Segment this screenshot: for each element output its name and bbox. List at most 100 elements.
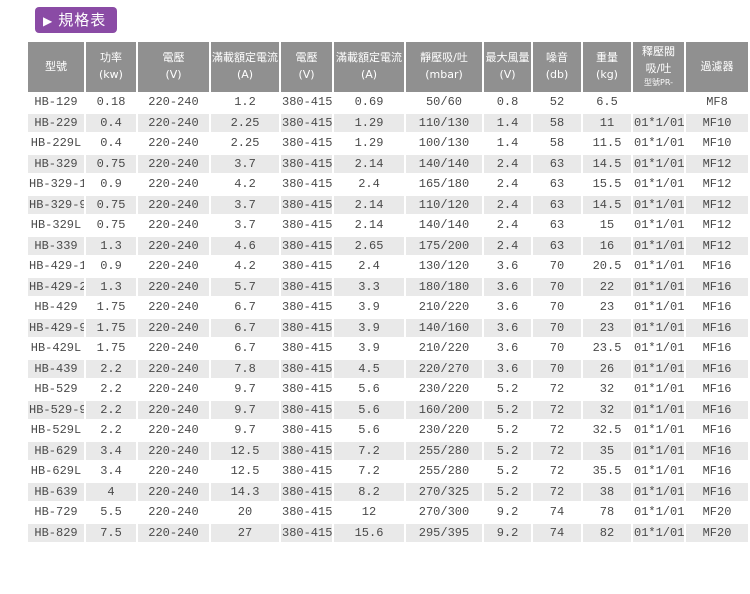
cell-voltage-1: 220-240 <box>137 440 211 462</box>
cell-relief-valve: 01*1/01*1 <box>632 481 686 503</box>
cell-voltage-1: 220-240 <box>137 338 211 360</box>
cell-rated-current-2: 5.6 <box>333 379 406 401</box>
cell-static-pressure: 110/120 <box>405 194 484 216</box>
cell-model: HB-229 <box>28 112 86 134</box>
cell-static-pressure: 210/220 <box>405 338 484 360</box>
cell-model: HB-629 <box>28 440 86 462</box>
cell-max-airflow: 2.4 <box>483 215 533 237</box>
cell-weight: 22 <box>582 276 633 298</box>
cell-static-pressure: 270/325 <box>405 481 484 503</box>
play-triangle-icon: ▶ <box>43 13 54 28</box>
cell-voltage-1: 220-240 <box>137 297 211 319</box>
cell-weight: 16 <box>582 235 633 257</box>
cell-rated-current-1: 9.7 <box>210 420 281 442</box>
cell-voltage-2: 380-415 <box>280 194 334 216</box>
cell-weight: 78 <box>582 502 633 524</box>
cell-voltage-2: 380-415 <box>280 522 334 544</box>
column-header-relief-valve: 釋壓閥 吸/吐 型號PR- <box>632 42 686 92</box>
cell-noise: 70 <box>532 276 583 298</box>
cell-power: 7.5 <box>85 522 138 544</box>
cell-model: HB-429 <box>28 297 86 319</box>
cell-power: 0.75 <box>85 215 138 237</box>
cell-power: 0.18 <box>85 92 138 114</box>
cell-relief-valve: 01*1/01*1 <box>632 440 686 462</box>
section-title: 規格表 <box>58 11 107 29</box>
cell-static-pressure: 295/395 <box>405 522 484 544</box>
cell-filter: MF16 <box>685 440 748 462</box>
cell-voltage-1: 220-240 <box>137 215 211 237</box>
cell-relief-valve: 01*1/01*1 <box>632 133 686 155</box>
cell-power: 5.5 <box>85 502 138 524</box>
cell-noise: 70 <box>532 358 583 380</box>
cell-voltage-2: 380-415 <box>280 502 334 524</box>
cell-max-airflow: 9.2 <box>483 522 533 544</box>
cell-model: HB-429-9 <box>28 317 86 339</box>
cell-max-airflow: 5.2 <box>483 420 533 442</box>
column-header-static-pressure: 靜壓吸/吐 (mbar) <box>405 42 484 92</box>
cell-model: HB-229L <box>28 133 86 155</box>
cell-static-pressure: 220/270 <box>405 358 484 380</box>
cell-filter: MF20 <box>685 522 748 544</box>
cell-power: 0.9 <box>85 174 138 196</box>
cell-static-pressure: 160/200 <box>405 399 484 421</box>
table-row: HB-429L 1.75 220-240 6.7 380-415 3.9 210/220 3.… <box>28 338 748 360</box>
cell-rated-current-2: 2.4 <box>333 174 406 196</box>
table-row: HB-129 0.18 220-240 1.2 380-415 0.69 50/60 0.8 5… <box>28 92 748 114</box>
cell-voltage-2: 380-415 <box>280 215 334 237</box>
cell-voltage-1: 220-240 <box>137 153 211 175</box>
cell-power: 2.2 <box>85 379 138 401</box>
cell-weight: 32 <box>582 399 633 421</box>
cell-rated-current-1: 4.2 <box>210 256 281 278</box>
cell-power: 0.75 <box>85 153 138 175</box>
cell-power: 4 <box>85 481 138 503</box>
cell-model: HB-329-9 <box>28 194 86 216</box>
cell-power: 2.2 <box>85 358 138 380</box>
cell-voltage-2: 380-415 <box>280 440 334 462</box>
cell-noise: 74 <box>532 522 583 544</box>
cell-rated-current-2: 2.14 <box>333 215 406 237</box>
table-row: HB-439 2.2 220-240 7.8 380-415 4.5 220/270 3.6 7… <box>28 358 748 380</box>
cell-rated-current-1: 20 <box>210 502 281 524</box>
cell-filter: MF20 <box>685 502 748 524</box>
cell-rated-current-2: 12 <box>333 502 406 524</box>
cell-noise: 58 <box>532 112 583 134</box>
cell-power: 1.3 <box>85 235 138 257</box>
cell-rated-current-2: 3.9 <box>333 338 406 360</box>
cell-relief-valve: 01*1/01*1 <box>632 112 686 134</box>
cell-rated-current-1: 3.7 <box>210 153 281 175</box>
cell-relief-valve: 01*1/01*1 <box>632 399 686 421</box>
cell-max-airflow: 5.2 <box>483 379 533 401</box>
cell-relief-valve: 01*1/01*1 <box>632 502 686 524</box>
cell-rated-current-2: 0.69 <box>333 92 406 114</box>
cell-voltage-1: 220-240 <box>137 502 211 524</box>
cell-static-pressure: 255/280 <box>405 461 484 483</box>
column-header-voltage-2: 電壓 (V) <box>280 42 334 92</box>
cell-voltage-2: 380-415 <box>280 133 334 155</box>
cell-noise: 72 <box>532 379 583 401</box>
cell-weight: 15.5 <box>582 174 633 196</box>
cell-voltage-1: 220-240 <box>137 235 211 257</box>
column-header-noise: 噪音 (db) <box>532 42 583 92</box>
cell-max-airflow: 9.2 <box>483 502 533 524</box>
cell-relief-valve: 01*1/01*1 <box>632 461 686 483</box>
cell-filter: MF12 <box>685 153 748 175</box>
cell-voltage-2: 380-415 <box>280 399 334 421</box>
cell-model: HB-639 <box>28 481 86 503</box>
cell-max-airflow: 2.4 <box>483 153 533 175</box>
cell-max-airflow: 1.4 <box>483 133 533 155</box>
cell-relief-valve: 01*1/01*1 <box>632 379 686 401</box>
cell-rated-current-2: 2.65 <box>333 235 406 257</box>
column-header-model: 型號 <box>28 42 86 92</box>
cell-rated-current-2: 1.29 <box>333 112 406 134</box>
cell-relief-valve: 01*1/01*1 <box>632 276 686 298</box>
cell-filter: MF12 <box>685 235 748 257</box>
cell-relief-valve: 01*1/01*1 <box>632 338 686 360</box>
table-header-row: 型號 功率 (kw) 電壓 (V) 滿載額定電流 (A) 電壓 (V) 滿載額定電流 (A) 靜壓吸/… <box>28 42 748 92</box>
cell-voltage-1: 220-240 <box>137 317 211 339</box>
cell-voltage-1: 220-240 <box>137 194 211 216</box>
cell-model: HB-339 <box>28 235 86 257</box>
cell-power: 0.9 <box>85 256 138 278</box>
cell-weight: 32 <box>582 379 633 401</box>
column-header-max-airflow: 最大風量 (V) <box>483 42 533 92</box>
cell-relief-valve: 01*1/01*1 <box>632 297 686 319</box>
